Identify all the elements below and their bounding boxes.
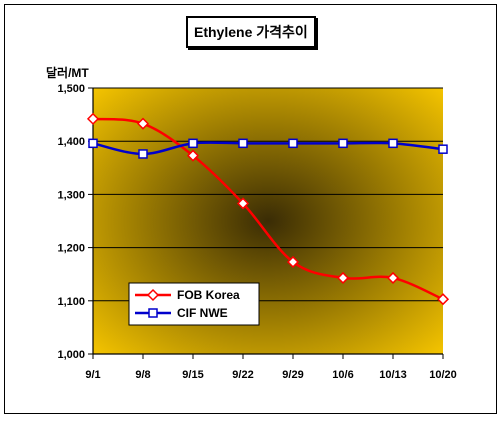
axes: 1,000 1,100 1,200 1,300 1,400 1,500 9/1 9/8 9/15… [57, 83, 456, 381]
legend-marker-square [148, 308, 158, 318]
x-tick-label: 9/1 [85, 369, 100, 381]
data-point-square [288, 138, 298, 149]
y-axis-unit-label: 달러/MT [46, 66, 89, 80]
y-tick-label: 1,200 [57, 243, 85, 255]
data-point-diamond [236, 197, 250, 210]
data-point-diamond [136, 117, 150, 130]
x-tick-label: 9/8 [135, 369, 150, 381]
data-point-diamond [336, 271, 350, 284]
data-point-square [188, 138, 198, 149]
legend: FOB Korea CIF NWE [128, 282, 260, 326]
x-tick-label: 9/15 [182, 369, 203, 381]
data-point-diamond [436, 293, 450, 306]
series-layer [86, 112, 450, 306]
legend-label: FOB Korea [177, 288, 240, 302]
data-point-square [388, 138, 398, 149]
chart-title: Ethylene 가격추이 [186, 16, 316, 48]
x-tick-label: 9/29 [282, 369, 303, 381]
data-point-diamond [186, 149, 200, 162]
data-point-square [138, 149, 148, 159]
x-tick-label: 10/6 [332, 369, 353, 381]
data-point-square [438, 144, 448, 154]
x-tick-label: 10/20 [429, 369, 457, 381]
y-tick-label: 1,000 [57, 349, 85, 361]
y-tick-label: 1,100 [57, 296, 85, 308]
data-point-square [338, 138, 348, 149]
y-tick-label: 1,400 [57, 136, 85, 148]
data-point-diamond [286, 255, 300, 269]
y-tick-label: 1,300 [57, 189, 85, 201]
series-line-0 [92, 117, 444, 301]
legend-label: CIF NWE [177, 306, 228, 320]
y-tick-label: 1,500 [57, 83, 85, 95]
data-point-square [88, 138, 98, 149]
data-point-diamond [386, 271, 400, 284]
data-point-diamond [86, 112, 100, 125]
legend-box [128, 282, 260, 326]
legend-marker-diamond [146, 288, 160, 302]
data-point-square [238, 138, 248, 149]
x-tick-label: 10/13 [379, 369, 407, 381]
x-tick-label: 9/22 [232, 369, 253, 381]
